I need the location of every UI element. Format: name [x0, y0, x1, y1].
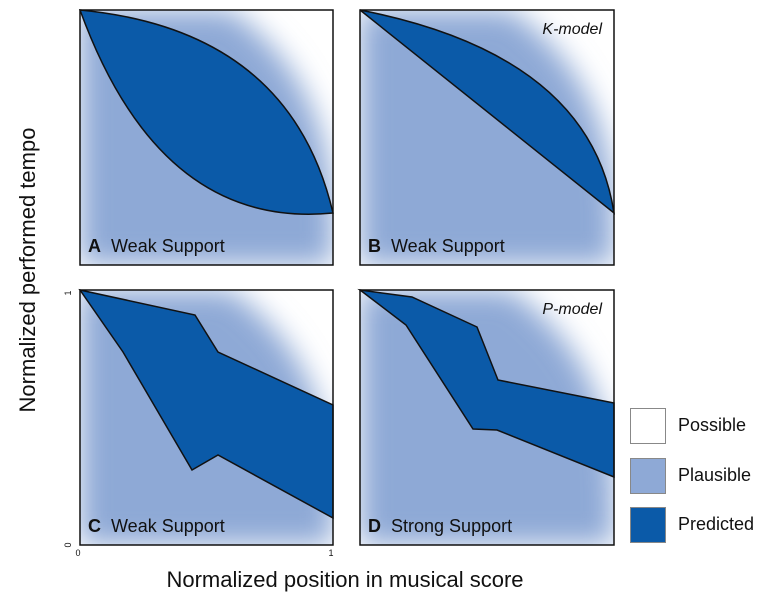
legend-label: Predicted	[678, 514, 755, 534]
legend-swatch	[630, 507, 666, 543]
panel-frame	[359, 289, 615, 546]
panel-letter: B	[368, 236, 381, 256]
y-axis-label: Normalized performed tempo	[15, 127, 40, 413]
legend-swatch	[630, 408, 666, 444]
x-tick-min: 0	[75, 548, 80, 558]
panel-support: Weak Support	[111, 236, 225, 256]
panel-c: C Weak Support	[78, 288, 334, 546]
panel-letter: A	[88, 236, 101, 256]
y-tick-min: 0	[63, 542, 73, 547]
panel-label: A Weak Support	[88, 236, 225, 256]
panel-support: Strong Support	[391, 516, 512, 536]
y-axis-label-container: Normalized performed tempo	[8, 80, 48, 460]
y-tick-max: 1	[63, 290, 73, 295]
panel-frame	[79, 9, 334, 266]
legend-label: Possible	[678, 415, 747, 435]
legend-label: Plausible	[678, 465, 752, 485]
panel-support: Weak Support	[391, 236, 505, 256]
panel-label: B Weak Support	[368, 236, 505, 256]
panel-a: A Weak Support	[78, 9, 334, 266]
x-tick-max: 1	[328, 548, 333, 558]
panel-label: D Strong Support	[368, 516, 512, 536]
panel-b: K-model B Weak Support	[359, 9, 616, 266]
panel-letter: D	[368, 516, 381, 536]
model-label: K-model	[542, 21, 602, 38]
legend-swatch	[630, 458, 666, 494]
panel-d: P-model D Strong Support	[357, 288, 615, 546]
panel-label: C Weak Support	[88, 516, 225, 536]
panel-letter: C	[88, 516, 101, 536]
panel-frame	[359, 9, 615, 266]
predicted-region	[359, 9, 616, 215]
model-label: P-model	[542, 301, 602, 318]
plausible-region	[360, 10, 614, 265]
panel-frame	[79, 289, 334, 546]
panel-support: Weak Support	[111, 516, 225, 536]
x-axis-label: Normalized position in musical score	[166, 567, 524, 592]
